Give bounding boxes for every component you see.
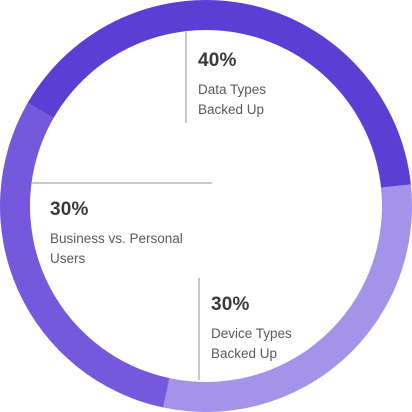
slice-value-label: 30% — [211, 294, 250, 315]
slice-label-device-types: 30% Device Types Backed Up — [211, 294, 331, 364]
slice-category-label: Device Types Backed Up — [211, 326, 292, 361]
ring-slice-device-types — [0, 103, 170, 408]
ring-slice-business-vs-personal — [163, 184, 412, 412]
slice-label-data-types: 40% Data Types Backed Up — [198, 50, 308, 120]
slice-value-label: 40% — [198, 50, 237, 71]
slice-category-label: Data Types Backed Up — [198, 82, 267, 117]
slice-label-business-vs-personal: 30% Business vs. Personal Users — [50, 199, 210, 269]
slice-value-label: 30% — [50, 199, 89, 220]
slice-category-label: Business vs. Personal Users — [50, 231, 183, 266]
ring-slice-data-types — [27, 0, 411, 188]
